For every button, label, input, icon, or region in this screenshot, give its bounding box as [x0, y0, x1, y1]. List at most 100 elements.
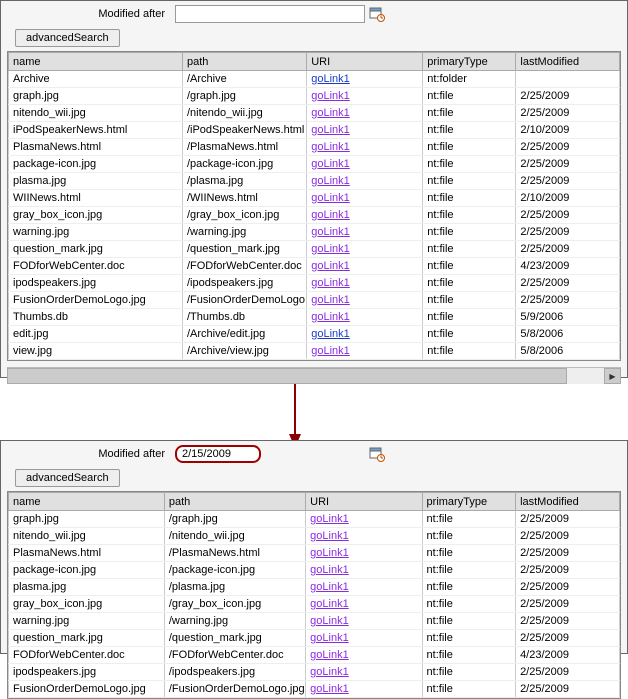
uri-link[interactable]: goLink1: [311, 209, 350, 221]
table-row[interactable]: ipodspeakers.jpg/ipodspeakers.jpggoLink1…: [9, 664, 620, 681]
column-header[interactable]: primaryType: [422, 493, 516, 511]
uri-link[interactable]: goLink1: [311, 243, 350, 255]
table-row[interactable]: WIINews.html/WIINews.htmlgoLink1nt:file2…: [9, 190, 620, 207]
uri-cell: goLink1: [306, 545, 422, 562]
uri-link[interactable]: goLink1: [311, 141, 350, 153]
modified-after-input[interactable]: [175, 445, 261, 463]
name-cell: graph.jpg: [9, 511, 165, 528]
table-row[interactable]: question_mark.jpg/question_mark.jpggoLin…: [9, 630, 620, 647]
uri-link[interactable]: goLink1: [310, 632, 349, 644]
uri-cell: goLink1: [307, 326, 423, 343]
column-header[interactable]: lastModified: [516, 493, 620, 511]
calendar-icon[interactable]: [369, 6, 385, 22]
table-row[interactable]: package-icon.jpg/package-icon.jpggoLink1…: [9, 156, 620, 173]
path-cell: /gray_box_icon.jpg: [164, 596, 305, 613]
uri-link[interactable]: goLink1: [311, 226, 350, 238]
table-row[interactable]: iPodSpeakerNews.html/iPodSpeakerNews.htm…: [9, 122, 620, 139]
uri-link[interactable]: goLink1: [311, 345, 350, 357]
table-row[interactable]: warning.jpg/warning.jpggoLink1nt:file2/2…: [9, 224, 620, 241]
modified-cell: 5/9/2006: [516, 309, 620, 326]
table-row[interactable]: gray_box_icon.jpg/gray_box_icon.jpggoLin…: [9, 596, 620, 613]
path-cell: /graph.jpg: [164, 511, 305, 528]
column-header[interactable]: path: [182, 53, 306, 71]
name-cell: view.jpg: [9, 343, 183, 360]
horizontal-scrollbar[interactable]: ▶: [7, 367, 621, 384]
uri-link[interactable]: goLink1: [310, 530, 349, 542]
modified-after-input[interactable]: [175, 5, 365, 23]
uri-link[interactable]: goLink1: [311, 277, 350, 289]
table-row[interactable]: PlasmaNews.html/PlasmaNews.htmlgoLink1nt…: [9, 545, 620, 562]
path-cell: /graph.jpg: [182, 88, 306, 105]
modified-cell: 2/25/2009: [516, 241, 620, 258]
column-header[interactable]: lastModified: [516, 53, 620, 71]
path-cell: /PlasmaNews.html: [164, 545, 305, 562]
uri-link[interactable]: goLink1: [311, 294, 350, 306]
scroll-right-arrow[interactable]: ▶: [604, 368, 621, 384]
uri-link[interactable]: goLink1: [310, 649, 349, 661]
calendar-icon[interactable]: [369, 446, 385, 462]
uri-link[interactable]: goLink1: [311, 260, 350, 272]
advanced-search-button[interactable]: advancedSearch: [15, 29, 120, 47]
column-header[interactable]: URI: [307, 53, 423, 71]
name-cell: ipodspeakers.jpg: [9, 664, 165, 681]
name-cell: graph.jpg: [9, 88, 183, 105]
uri-link[interactable]: goLink1: [311, 90, 350, 102]
column-header[interactable]: primaryType: [423, 53, 516, 71]
table-row[interactable]: view.jpg/Archive/view.jpggoLink1nt:file5…: [9, 343, 620, 360]
table-row[interactable]: nitendo_wii.jpg/nitendo_wii.jpggoLink1nt…: [9, 528, 620, 545]
uri-link[interactable]: goLink1: [311, 175, 350, 187]
table-row[interactable]: graph.jpg/graph.jpggoLink1nt:file2/25/20…: [9, 88, 620, 105]
table-row[interactable]: package-icon.jpg/package-icon.jpggoLink1…: [9, 562, 620, 579]
table-row[interactable]: ipodspeakers.jpg/ipodspeakers.jpggoLink1…: [9, 275, 620, 292]
uri-link[interactable]: goLink1: [310, 564, 349, 576]
table-row[interactable]: warning.jpg/warning.jpggoLink1nt:file2/2…: [9, 613, 620, 630]
uri-cell: goLink1: [306, 511, 422, 528]
type-cell: nt:file: [423, 207, 516, 224]
table-row[interactable]: Archive/ArchivegoLink1nt:folder: [9, 71, 620, 88]
uri-link[interactable]: goLink1: [310, 581, 349, 593]
table-row[interactable]: edit.jpg/Archive/edit.jpggoLink1nt:file5…: [9, 326, 620, 343]
uri-link[interactable]: goLink1: [311, 73, 350, 85]
uri-link[interactable]: goLink1: [310, 666, 349, 678]
name-cell: plasma.jpg: [9, 579, 165, 596]
table-row[interactable]: question_mark.jpg/question_mark.jpggoLin…: [9, 241, 620, 258]
table-row[interactable]: graph.jpg/graph.jpggoLink1nt:file2/25/20…: [9, 511, 620, 528]
modified-after-label: Modified after: [7, 448, 171, 460]
scrollbar-thumb[interactable]: [7, 368, 567, 384]
table-row[interactable]: PlasmaNews.html/PlasmaNews.htmlgoLink1nt…: [9, 139, 620, 156]
modified-cell: 2/25/2009: [516, 579, 620, 596]
uri-link[interactable]: goLink1: [310, 598, 349, 610]
table-row[interactable]: FusionOrderDemoLogo.jpg/FusionOrderDemoL…: [9, 681, 620, 698]
path-cell: /Archive/edit.jpg: [182, 326, 306, 343]
uri-link[interactable]: goLink1: [311, 192, 350, 204]
uri-link[interactable]: goLink1: [311, 124, 350, 136]
column-header[interactable]: name: [9, 493, 165, 511]
column-header[interactable]: path: [164, 493, 305, 511]
advanced-search-button[interactable]: advancedSearch: [15, 469, 120, 487]
uri-link[interactable]: goLink1: [311, 311, 350, 323]
table-row[interactable]: FusionOrderDemoLogo.jpg/FusionOrderDemoL…: [9, 292, 620, 309]
table-row[interactable]: nitendo_wii.jpg/nitendo_wii.jpggoLink1nt…: [9, 105, 620, 122]
uri-link[interactable]: goLink1: [310, 615, 349, 627]
modified-cell: 2/25/2009: [516, 664, 620, 681]
uri-link[interactable]: goLink1: [310, 547, 349, 559]
path-cell: /Thumbs.db: [182, 309, 306, 326]
uri-cell: goLink1: [307, 122, 423, 139]
uri-link[interactable]: goLink1: [310, 513, 349, 525]
uri-link[interactable]: goLink1: [311, 107, 350, 119]
table-row[interactable]: FODforWebCenter.doc/FODforWebCenter.docg…: [9, 258, 620, 275]
table-row[interactable]: FODforWebCenter.doc/FODforWebCenter.docg…: [9, 647, 620, 664]
modified-cell: 2/25/2009: [516, 545, 620, 562]
column-header[interactable]: URI: [306, 493, 422, 511]
table-row[interactable]: Thumbs.db/Thumbs.dbgoLink1nt:file5/9/200…: [9, 309, 620, 326]
type-cell: nt:file: [422, 528, 516, 545]
uri-link[interactable]: goLink1: [310, 683, 349, 695]
uri-link[interactable]: goLink1: [311, 328, 350, 340]
table-row[interactable]: plasma.jpg/plasma.jpggoLink1nt:file2/25/…: [9, 173, 620, 190]
table-row[interactable]: plasma.jpg/plasma.jpggoLink1nt:file2/25/…: [9, 579, 620, 596]
uri-cell: goLink1: [307, 173, 423, 190]
uri-cell: goLink1: [307, 309, 423, 326]
table-row[interactable]: gray_box_icon.jpg/gray_box_icon.jpggoLin…: [9, 207, 620, 224]
uri-link[interactable]: goLink1: [311, 158, 350, 170]
column-header[interactable]: name: [9, 53, 183, 71]
